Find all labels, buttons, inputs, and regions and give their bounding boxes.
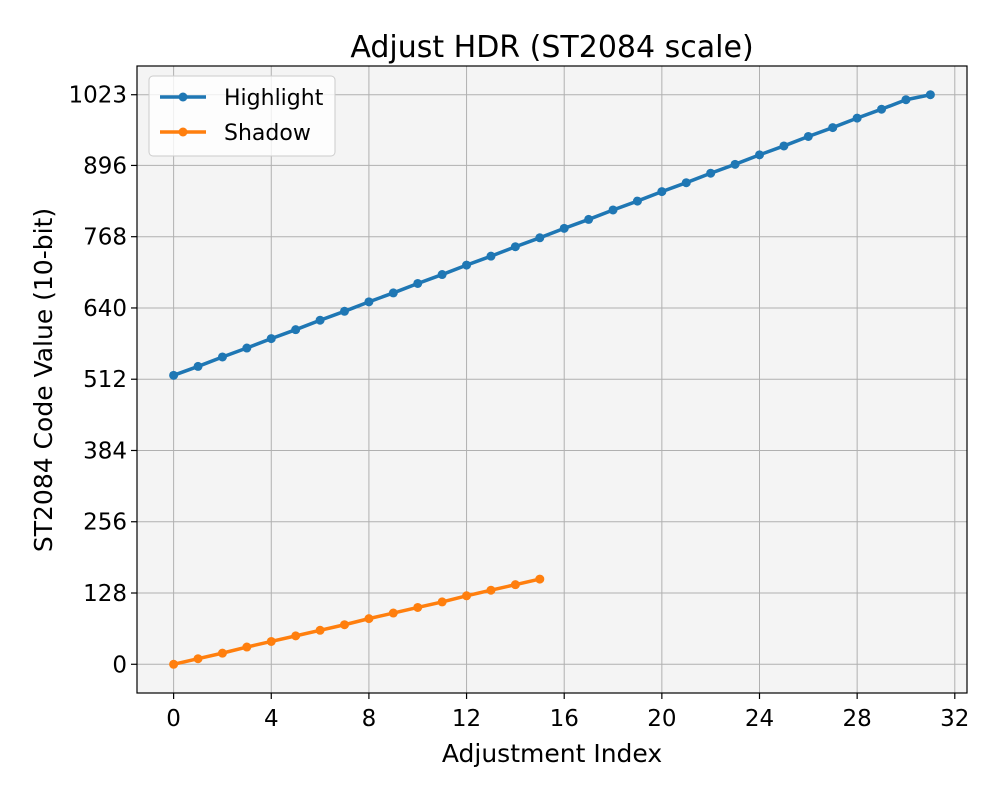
data-point-shadow (364, 614, 374, 624)
legend-marker-shadow (178, 127, 188, 137)
data-point-highlight (242, 343, 252, 353)
x-tick-label: 24 (745, 706, 774, 732)
series-marks (169, 90, 935, 669)
data-point-highlight (217, 352, 227, 362)
data-point-shadow (388, 608, 398, 618)
data-point-highlight (437, 270, 447, 280)
legend: Highlight Shadow (148, 75, 336, 157)
data-point-highlight (925, 90, 935, 100)
data-point-shadow (266, 636, 276, 646)
data-point-highlight (828, 123, 838, 133)
y-tick-label: 384 (83, 438, 127, 464)
data-point-highlight (730, 159, 740, 169)
x-axis-label: Adjustment Index (442, 739, 662, 768)
x-tick-label: 32 (940, 706, 969, 732)
data-point-highlight (852, 113, 862, 123)
data-point-shadow (462, 591, 472, 601)
data-point-shadow (413, 602, 423, 612)
data-point-highlight (486, 251, 496, 261)
data-point-highlight (315, 315, 325, 325)
data-point-shadow (291, 631, 301, 641)
data-point-shadow (315, 625, 325, 635)
data-point-highlight (706, 168, 716, 178)
data-point-shadow (217, 648, 227, 658)
x-tick-label: 28 (843, 706, 872, 732)
data-point-highlight (510, 242, 520, 252)
grid (137, 66, 967, 693)
data-point-highlight (388, 288, 398, 298)
data-point-highlight (340, 306, 349, 316)
chart-title: Adjust HDR (ST2084 scale) (350, 30, 753, 65)
legend-label-highlight: Highlight (224, 86, 324, 111)
data-point-shadow (169, 659, 179, 669)
legend-label-shadow: Shadow (224, 121, 311, 146)
data-point-shadow (242, 642, 252, 652)
data-point-shadow (340, 620, 349, 630)
data-point-highlight (559, 223, 569, 233)
y-tick-label: 896 (83, 153, 127, 179)
x-tick-label: 16 (550, 706, 579, 732)
data-point-highlight (584, 214, 594, 224)
legend-marker-highlight (178, 92, 188, 102)
data-point-highlight (755, 150, 764, 160)
x-tick-label: 8 (362, 706, 377, 732)
data-point-shadow (510, 580, 520, 590)
axis-ticks: 0 4 8 12 16 20 24 28 32 0 128 256 384 512 640 768 896 102… (68, 83, 969, 732)
data-point-highlight (291, 325, 301, 335)
x-tick-label: 20 (647, 706, 676, 732)
data-point-highlight (193, 361, 203, 371)
data-point-shadow (486, 585, 496, 595)
y-tick-label: 256 (83, 510, 127, 536)
data-point-shadow (193, 654, 203, 664)
y-tick-label: 1023 (68, 83, 127, 109)
y-tick-label: 768 (83, 225, 127, 251)
data-point-highlight (266, 334, 276, 344)
data-point-highlight (169, 370, 179, 380)
data-point-shadow (535, 574, 545, 584)
x-tick-label: 0 (166, 706, 181, 732)
series-line-shadow (173, 577, 541, 666)
data-point-highlight (632, 196, 642, 206)
x-tick-label: 4 (264, 706, 279, 732)
y-tick-label: 128 (83, 581, 127, 607)
x-tick-label: 12 (452, 706, 481, 732)
data-point-highlight (877, 104, 887, 114)
data-point-highlight (364, 297, 374, 307)
y-tick-label: 512 (83, 367, 127, 393)
data-point-highlight (413, 278, 423, 288)
data-point-highlight (608, 205, 618, 215)
data-point-highlight (779, 141, 789, 151)
data-point-highlight (462, 260, 472, 270)
y-axis-label: ST2084 Code Value (10-bit) (29, 208, 58, 552)
data-point-highlight (681, 178, 691, 188)
data-point-highlight (535, 233, 545, 243)
y-tick-label: 640 (83, 296, 127, 322)
data-point-highlight (901, 95, 911, 105)
data-point-highlight (803, 131, 813, 141)
data-point-shadow (437, 597, 447, 607)
y-tick-label: 0 (112, 652, 127, 678)
data-point-highlight (657, 187, 667, 197)
